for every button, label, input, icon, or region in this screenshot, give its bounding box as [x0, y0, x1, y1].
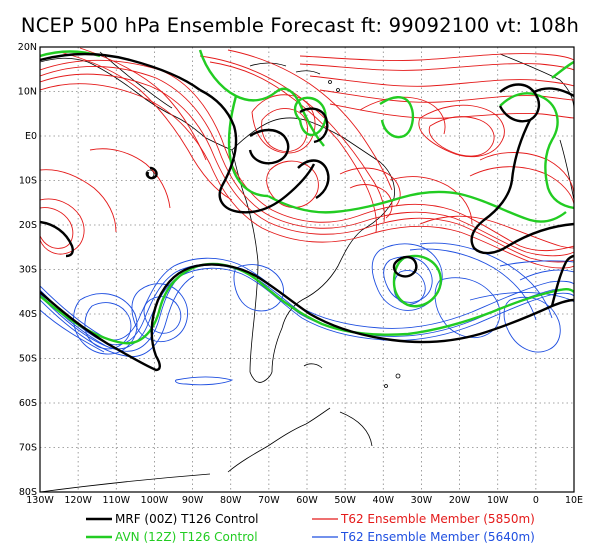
- lat-tick-label: 60S: [19, 398, 37, 409]
- lon-tick-label: 0: [533, 495, 539, 506]
- latitude-labels: 20N 10N E0 10S 20S 30S 40S 50S 60S 70S 80S: [18, 42, 37, 498]
- lat-tick-label: E0: [25, 131, 37, 142]
- lat-tick-label: 20N: [18, 42, 37, 53]
- lat-tick-label: 70S: [19, 443, 37, 454]
- lon-tick-label: 100W: [141, 495, 169, 506]
- mrf-control-contours: [40, 52, 574, 372]
- legend-label: T62 Ensemble Member (5850m): [340, 512, 535, 526]
- lat-tick-label: 40S: [19, 309, 37, 320]
- lat-tick-label: 20S: [19, 220, 37, 231]
- lon-tick-label: 40W: [373, 495, 395, 506]
- lon-tick-label: 50W: [334, 495, 356, 506]
- lon-tick-label: 10W: [487, 495, 509, 506]
- legend: MRF (00Z) T126 Control AVN (12Z) T126 Con…: [86, 512, 535, 544]
- legend-label: MRF (00Z) T126 Control: [115, 512, 259, 526]
- lat-tick-label: 80S: [19, 487, 37, 498]
- coastlines: [40, 51, 574, 492]
- lon-tick-label: 110W: [103, 495, 131, 506]
- lat-tick-label: 30S: [19, 265, 37, 276]
- legend-label: AVN (12Z) T126 Control: [115, 530, 258, 544]
- map-title: NCEP 500 hPa Ensemble Forecast ft: 99092…: [20, 14, 580, 37]
- lon-tick-label: 30W: [411, 495, 433, 506]
- lon-tick-label: 60W: [296, 495, 318, 506]
- lat-tick-label: 10S: [19, 176, 37, 187]
- lat-tick-label: 50S: [19, 354, 37, 365]
- lon-tick-label: 10E: [565, 495, 583, 506]
- lon-tick-label: 20W: [449, 495, 471, 506]
- lat-tick-label: 10N: [18, 87, 37, 98]
- legend-label: T62 Ensemble Member (5640m): [340, 530, 535, 544]
- longitude-labels: 130W 120W 110W 100W 90W 80W 70W 60W 50W 40W 30W 20W…: [26, 495, 583, 506]
- lon-tick-label: 80W: [220, 495, 242, 506]
- lon-tick-label: 120W: [64, 495, 92, 506]
- lon-tick-label: 90W: [182, 495, 204, 506]
- map-frame: [39, 46, 575, 493]
- lon-tick-label: 70W: [258, 495, 280, 506]
- lon-tick-label: 130W: [26, 495, 54, 506]
